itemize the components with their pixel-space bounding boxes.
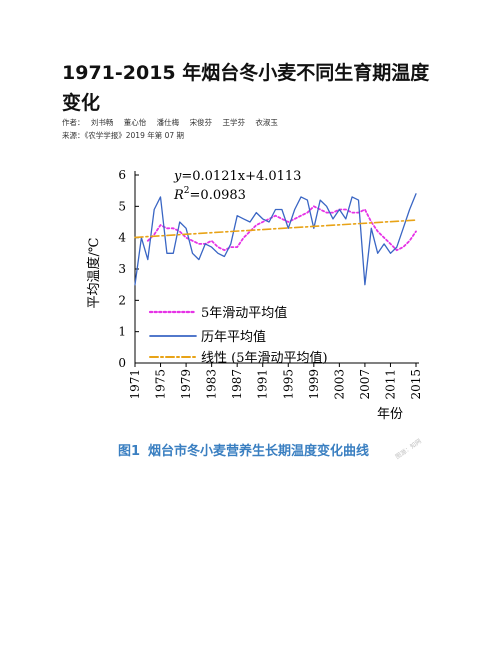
author-name[interactable]: 董心怡 (123, 118, 147, 127)
source-label: 来源： (62, 131, 85, 140)
x-tick-label: 1975 (154, 369, 168, 400)
source-line: 来源：《农学学报》2019 年第 07 期 (62, 130, 184, 141)
legend-label: 历年平均值 (201, 329, 266, 345)
series-line (146, 205, 417, 252)
r-squared: R2=0.0983 (173, 186, 246, 203)
trend-equation: y=0.0121x+4.0113 (173, 169, 301, 184)
authors-label: 作者： (62, 118, 85, 127)
series-line (134, 193, 417, 286)
x-tick-label: 1991 (256, 369, 270, 400)
x-tick-label: 2007 (358, 369, 372, 400)
y-tick-label: 3 (118, 262, 126, 276)
y-tick-label: 6 (118, 168, 126, 182)
x-tick-label: 1995 (281, 369, 295, 400)
article-title: 1971-2015 年烟台冬小麦不同生育期温度变化 (62, 62, 430, 114)
x-tick-label: 1999 (307, 369, 321, 400)
author-name[interactable]: 刘书畅 (90, 118, 114, 127)
x-tick-label: 2015 (409, 369, 423, 400)
x-tick-label: 1979 (179, 369, 193, 400)
y-tick-label: 1 (118, 325, 126, 339)
x-tick-label: 2011 (383, 369, 397, 400)
series-line (134, 219, 417, 239)
author-name[interactable]: 王学芬 (222, 118, 245, 127)
x-axis-label: 年份 (377, 407, 403, 422)
y-tick-label: 5 (118, 199, 126, 213)
legend-label: 5年滑动平均值 (201, 305, 287, 321)
legend-label: 线性 (5年滑动平均值) (201, 350, 328, 366)
figure-caption-text: 烟台市冬小麦营养生长期温度变化曲线 (148, 444, 370, 459)
source-journal[interactable]: 《农学学报》2019 年第 07 期 (84, 131, 185, 140)
author-name[interactable]: 衣淑玉 (255, 118, 278, 127)
x-tick-label: 1983 (205, 369, 219, 400)
y-tick-label: 4 (118, 231, 126, 245)
figure-number: 图1 (118, 444, 141, 459)
figure-caption: 图1 烟台市冬小麦营养生长期温度变化曲线 (118, 440, 369, 459)
author-name[interactable]: 宋俊芬 (189, 118, 213, 127)
authors-line: 作者： 刘书畅 董心怡 潘仕梅 宋俊芬 王学芬 衣淑玉 (62, 117, 286, 128)
author-name[interactable]: 潘仕梅 (156, 118, 180, 127)
x-tick-label: 1987 (230, 369, 244, 400)
y-tick-label: 0 (118, 356, 126, 370)
x-tick-label: 2003 (332, 369, 346, 400)
x-tick-label: 1971 (128, 369, 142, 400)
y-axis-label: 平均温度/℃ (86, 238, 102, 309)
y-tick-label: 2 (118, 293, 126, 307)
